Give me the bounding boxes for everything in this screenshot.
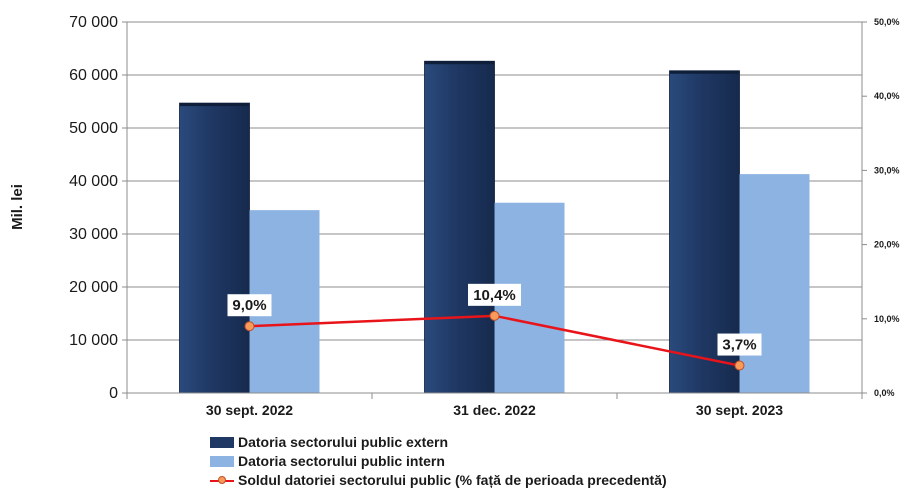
legend-item-intern: Datoria sectorului public intern	[210, 452, 667, 471]
data-label: 3,7%	[722, 337, 756, 354]
data-label-box	[468, 283, 521, 306]
x-tick-label: 30 sept. 2022	[206, 402, 293, 418]
x-tick-labels: 30 sept. 2022 31 dec. 2022 30 sept. 2023	[206, 402, 783, 418]
bar-extern-cap	[179, 103, 250, 107]
x-tick-label: 30 sept. 2023	[696, 402, 783, 418]
axes	[122, 21, 867, 399]
data-label: 10,4%	[473, 287, 516, 304]
bar-extern-cap	[424, 61, 495, 65]
y2-tick-label: 10,0%	[874, 314, 900, 324]
bars	[179, 60, 810, 394]
y2-tick-label: 40,0%	[874, 91, 900, 101]
legend-label-intern: Datoria sectorului public intern	[238, 453, 445, 469]
bar-extern	[424, 60, 495, 394]
y-tick-label: 0	[109, 385, 118, 402]
legend-swatch-sold	[210, 475, 234, 486]
legend-item-sold: Soldul datoriei sectorului public (% faț…	[210, 471, 667, 490]
line-series	[244, 310, 745, 371]
y-tick-label: 30 000	[69, 226, 118, 243]
bar-extern-cap	[669, 70, 740, 74]
line-point	[734, 360, 745, 371]
x-tick-label: 31 dec. 2022	[453, 402, 536, 418]
y2-tick-label: 20,0%	[874, 240, 900, 250]
legend-swatch-extern	[210, 437, 234, 448]
legend-swatch-intern	[210, 456, 234, 467]
bar-intern	[739, 174, 810, 393]
line-point	[244, 321, 255, 332]
y-tick-label: 40 000	[69, 173, 118, 190]
data-label-box	[227, 294, 272, 317]
legend-label-extern: Datoria sectorului public extern	[238, 434, 449, 450]
y-tick-label: 70 000	[69, 14, 118, 31]
data-labels: 9,0% 10,4% 3,7%	[227, 283, 762, 356]
y2-tick-label: 30,0%	[874, 165, 900, 175]
legend-label-sold: Soldul datoriei sectorului public (% faț…	[238, 472, 667, 488]
y-axis-label: Mil. lei	[9, 184, 26, 230]
y-tick-labels: 0 10 000 20 000 30 000 40 000 50 000 60 000 70 …	[69, 14, 118, 402]
bar-extern	[179, 102, 250, 394]
y-tick-label: 50 000	[69, 120, 118, 137]
legend: Datoria sectorului public extern Datoria…	[210, 433, 667, 490]
y-tick-label: 10 000	[69, 332, 118, 349]
data-label-box	[717, 333, 762, 356]
y-tick-label: 20 000	[69, 279, 118, 296]
data-label: 9,0%	[232, 297, 266, 314]
legend-item-extern: Datoria sectorului public extern	[210, 433, 667, 452]
y2-tick-label: 0,0%	[874, 388, 895, 398]
line-point	[489, 310, 500, 321]
y-tick-label: 60 000	[69, 67, 118, 84]
y2-tick-labels: 0,0% 10,0% 20,0% 30,0% 40,0% 50,0%	[874, 17, 900, 398]
y2-tick-label: 50,0%	[874, 17, 900, 27]
